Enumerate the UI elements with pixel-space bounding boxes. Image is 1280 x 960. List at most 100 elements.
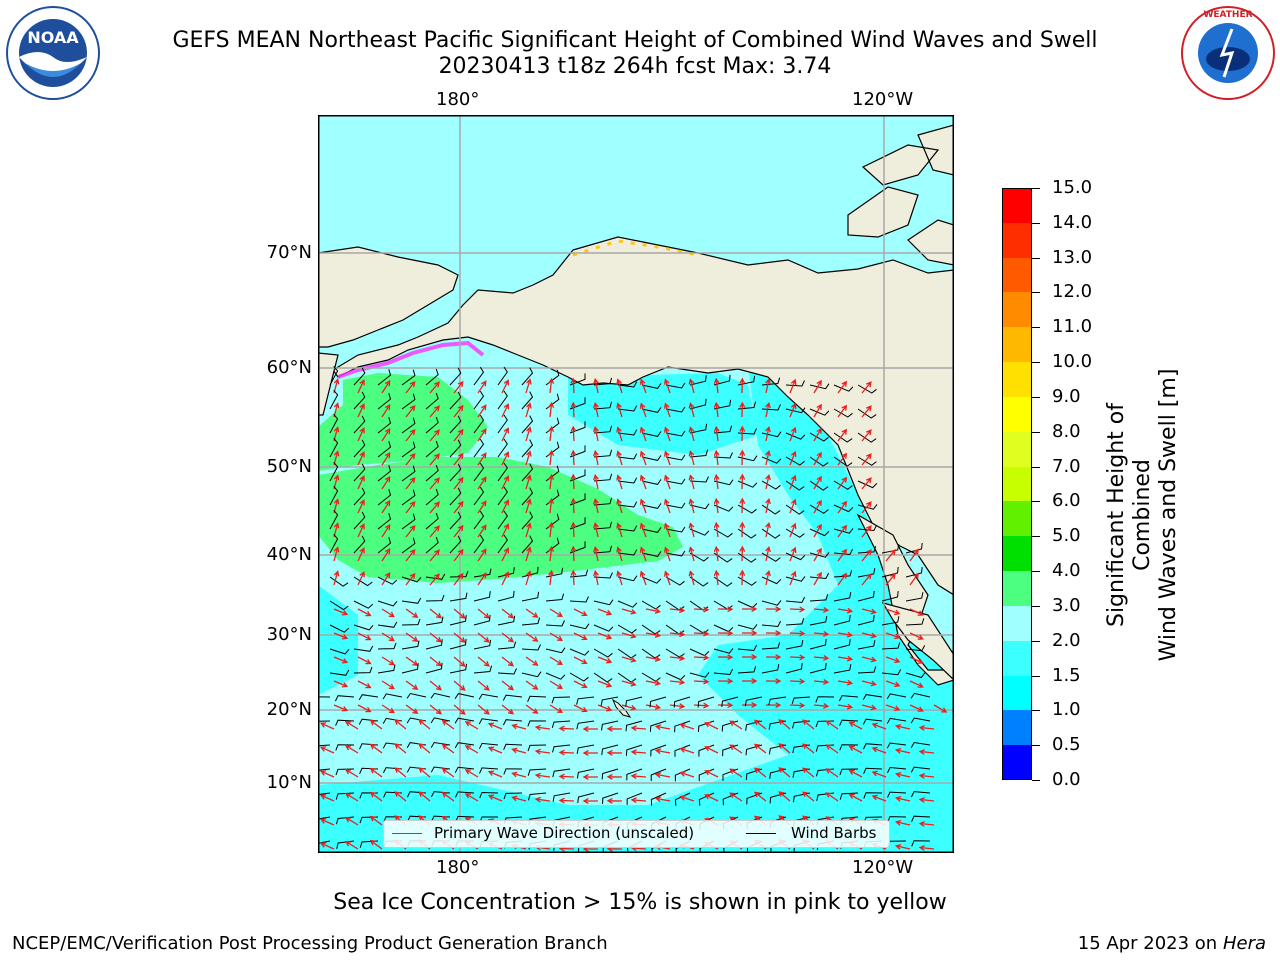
wave-direction-arrow — [429, 680, 442, 691]
wind-barb — [863, 767, 883, 774]
wave-direction-arrow — [813, 606, 830, 613]
wind-barb — [401, 489, 416, 506]
wind-barb — [809, 456, 829, 467]
wind-barb — [478, 742, 499, 749]
wind-barb — [617, 549, 638, 556]
wind-barb — [641, 551, 662, 557]
wind-barb — [626, 792, 643, 805]
colorbar-tick-label: 0.5 — [1052, 734, 1081, 756]
wind-barb-legend-label: Wind Barbs — [791, 824, 877, 842]
colorbar-segment — [1002, 327, 1032, 363]
wind-barb — [881, 616, 900, 626]
wave-direction-arrow — [885, 632, 901, 640]
wind-barb — [713, 576, 733, 587]
wave-direction-arrow — [813, 427, 822, 442]
wind-barb — [602, 792, 619, 805]
wind-barb — [809, 552, 830, 558]
wave-direction-arrow — [639, 570, 647, 586]
wave-direction-arrow — [639, 546, 647, 562]
wave-direction-arrow — [405, 404, 416, 418]
wave-direction-arrow — [405, 548, 416, 562]
wind-barb — [689, 576, 709, 587]
wave-direction-arrow — [357, 451, 365, 466]
wave-direction-arrow — [333, 632, 349, 640]
wind-barb — [335, 744, 355, 751]
wave-direction-arrow — [765, 702, 782, 709]
wind-barb — [833, 504, 854, 513]
colorbar-tick-label: 6.0 — [1052, 490, 1081, 512]
wind-barb — [503, 768, 523, 775]
wave-direction-arrow — [717, 702, 734, 709]
wave-direction-arrow — [548, 497, 555, 514]
wind-barb — [713, 668, 734, 676]
wave-direction-arrow — [871, 746, 887, 754]
wind-barb — [809, 408, 830, 416]
wave-direction-arrow — [645, 680, 662, 686]
wind-barb — [552, 792, 571, 802]
lat-label-60n: 60°N — [266, 357, 312, 378]
wave-direction-arrow — [381, 656, 395, 666]
wave-direction-arrow — [357, 499, 365, 514]
wind-barb — [329, 576, 349, 587]
wind-barb — [401, 597, 422, 604]
wind-barb — [785, 662, 803, 674]
wave-direction-arrow — [713, 425, 720, 442]
wave-direction-legend-label: Primary Wave Direction (unscaled) — [434, 824, 695, 842]
wind-barb — [910, 717, 931, 724]
wind-barb — [335, 719, 355, 726]
wind-barb — [881, 544, 900, 554]
wave-direction-arrow — [729, 768, 743, 778]
wave-direction-arrow — [381, 500, 391, 514]
wave-direction-arrow — [639, 498, 647, 514]
wave-direction-arrow — [813, 630, 830, 637]
wind-barb — [689, 449, 709, 458]
colorbar-tick-mark — [1032, 362, 1040, 364]
wind-barb — [833, 614, 851, 626]
wind-barb — [641, 479, 662, 485]
wave-direction-arrow — [717, 606, 734, 613]
wind-barb — [857, 568, 876, 578]
colorbar-tick-label: 0.0 — [1052, 769, 1081, 790]
wind-barb — [905, 567, 923, 578]
wave-direction-arrow — [663, 378, 671, 394]
wave-direction-arrow — [573, 632, 588, 641]
wave-direction-arrow — [453, 404, 464, 418]
wind-barb — [425, 488, 439, 506]
wind-barb — [329, 624, 350, 633]
wave-direction-arrow — [679, 795, 695, 802]
wind-barb — [401, 465, 416, 482]
wind-barb — [473, 390, 485, 410]
wave-direction-arrow — [357, 608, 372, 617]
wave-direction-arrow — [765, 521, 771, 538]
wave-direction-arrow — [593, 377, 599, 394]
wind-barb — [910, 741, 931, 748]
colorbar-segment — [1002, 536, 1032, 572]
wave-direction-arrow — [861, 680, 877, 687]
wave-direction-arrow — [688, 378, 695, 394]
footer-date-text: 15 Apr 2023 on — [1077, 933, 1218, 954]
wave-direction-arrow — [570, 545, 577, 562]
wind-barb — [503, 792, 523, 800]
wave-direction-arrow — [319, 770, 335, 778]
wave-direction-arrow — [548, 401, 555, 418]
wave-direction-arrow — [679, 723, 695, 730]
wind-barb — [665, 550, 686, 557]
wave-direction-arrow — [739, 521, 746, 538]
wind-barb — [473, 486, 485, 506]
wave-direction-arrow — [525, 656, 539, 666]
wind-barb — [910, 791, 931, 798]
wave-direction-arrow — [487, 722, 503, 730]
wind-barb — [479, 791, 499, 799]
wind-barb — [473, 366, 485, 386]
wave-direction-arrow — [616, 402, 623, 418]
lon-label-120w-bottom: 120°W — [852, 857, 914, 878]
wind-barb — [377, 393, 392, 410]
wave-direction-arrow — [548, 449, 555, 466]
wave-direction-arrow — [418, 791, 431, 802]
wave-direction-arrow — [894, 747, 911, 754]
wind-barb — [617, 575, 638, 582]
wave-direction-arrow — [739, 569, 746, 586]
colorbar-tick-label: 11.0 — [1052, 316, 1093, 338]
wind-barb — [625, 744, 643, 756]
wind-barb — [521, 463, 534, 482]
